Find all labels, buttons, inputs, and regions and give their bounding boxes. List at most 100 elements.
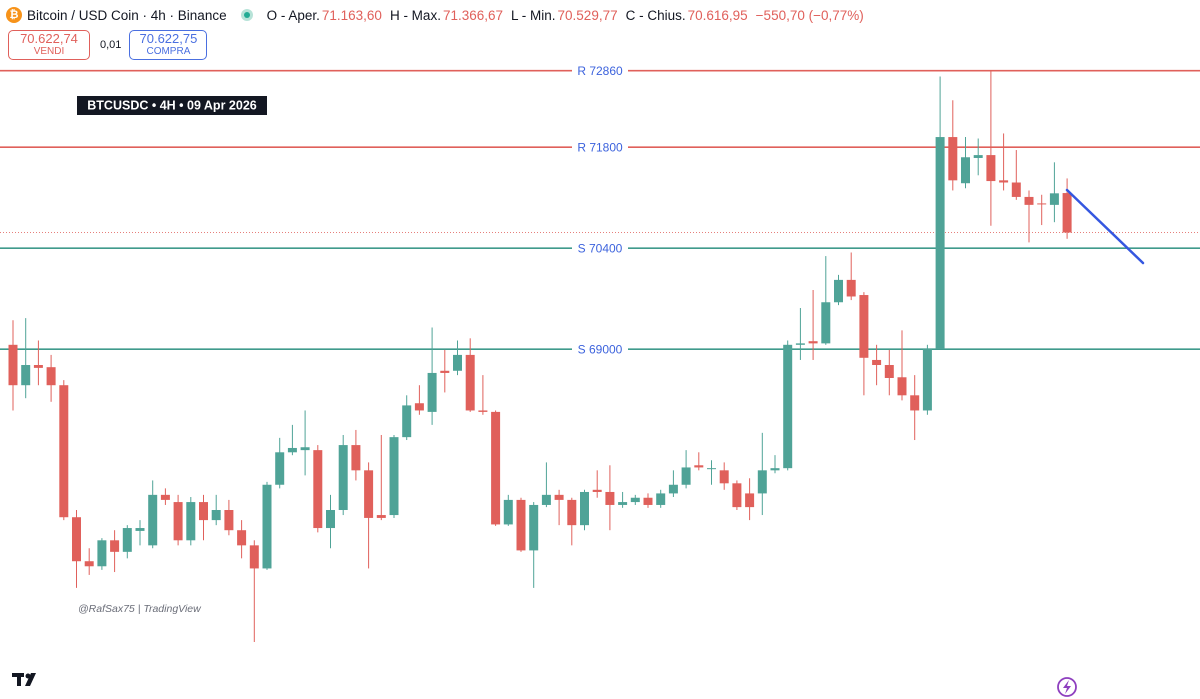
candle-body — [160, 494, 170, 500]
candle-body — [313, 450, 323, 529]
title-background — [77, 96, 267, 115]
trade-panel: 70.622,74 VENDI 0,01 70.622,75 COMPRA — [8, 30, 208, 60]
candle-body — [249, 545, 259, 569]
candle-body — [173, 502, 183, 541]
candle-body — [224, 510, 234, 531]
candle-body — [884, 365, 894, 378]
candle-body — [935, 137, 945, 350]
candle-body — [491, 411, 501, 525]
candle-body — [859, 295, 869, 358]
chart-title: BTCUSDC • 4H • 09 Apr 2026 — [87, 98, 257, 112]
candle-body — [795, 343, 805, 345]
candle-body — [834, 279, 843, 303]
sell-price: 70.622,74 — [20, 31, 78, 46]
status-dot — [240, 9, 253, 21]
candle-body — [211, 510, 221, 521]
ohlc-value: 71.366,67 — [442, 7, 504, 23]
quantity: 0,01 — [100, 39, 122, 51]
candle-body — [300, 447, 310, 451]
candles — [8, 69, 1072, 643]
candle-body — [338, 445, 348, 511]
candle-body — [694, 465, 704, 468]
buy-button[interactable]: 70.622,75 COMPRA — [129, 30, 208, 60]
candle-body — [554, 494, 564, 500]
candle-body — [1037, 203, 1047, 205]
candle-body — [72, 517, 81, 562]
candle-body — [46, 367, 56, 386]
candle-body — [897, 377, 907, 396]
ohlc-value: 70.616,95 — [687, 7, 748, 23]
candle-body — [1062, 193, 1072, 233]
buy-price: 70.622,75 — [139, 31, 198, 46]
candle-body — [681, 467, 691, 485]
candle-body — [59, 385, 69, 518]
candle-body — [745, 493, 755, 508]
candle-body — [567, 499, 577, 526]
candle-body — [707, 468, 716, 470]
change: −550,70 (−0,77%) — [755, 7, 864, 23]
candle-body — [630, 497, 640, 503]
candle-body — [541, 494, 551, 505]
candle-body — [770, 468, 780, 471]
candle-body — [326, 510, 335, 529]
candle-body — [376, 515, 386, 518]
candle-body — [821, 302, 831, 344]
candle-body — [97, 540, 107, 567]
candle-body — [580, 491, 589, 526]
candle-body — [364, 470, 374, 518]
ohlc-label: C - Chius. — [625, 7, 686, 23]
candle-body — [1049, 193, 1059, 205]
candle-body — [973, 155, 983, 158]
candle-body — [287, 447, 297, 453]
tv-logo — [12, 673, 36, 686]
candle-body — [961, 157, 970, 184]
candle-body — [440, 370, 450, 373]
coin-icon: ₿ — [6, 7, 22, 23]
candle-body — [605, 491, 615, 505]
candle-body — [465, 354, 475, 411]
candle-body — [275, 452, 285, 485]
candle-body — [414, 403, 424, 411]
ohlc-label: O - Aper. — [266, 7, 320, 23]
candle-body — [846, 279, 856, 297]
level-labels: R 72860 R 71800 S 70400 S 69000 — [572, 62, 628, 358]
level-label-background — [572, 341, 628, 358]
candle-body — [872, 359, 882, 366]
candle-body — [389, 437, 399, 516]
flash-icon[interactable] — [1057, 677, 1077, 697]
candle-body — [262, 484, 272, 569]
candle-body — [808, 341, 818, 344]
ohlc-value: 71.163,60 — [321, 7, 382, 23]
candle-body — [783, 344, 793, 469]
candle-body — [986, 155, 996, 182]
watermark: @RafSax75 | TradingView — [78, 603, 202, 615]
sell-button[interactable]: 70.622,74 VENDI — [8, 30, 90, 60]
candle-body — [719, 470, 729, 484]
symbol: Bitcoin / USD Coin · 4h · Binance — [27, 7, 227, 23]
candle-body — [910, 395, 920, 411]
level-label-background — [572, 240, 628, 257]
candle-body — [757, 470, 767, 494]
sell-label: VENDI — [33, 46, 65, 57]
candle-body — [110, 540, 120, 552]
candle-body — [668, 484, 678, 494]
ohlc-value: 70.529,77 — [557, 7, 618, 23]
candle-body — [618, 502, 628, 505]
candle-body — [427, 372, 437, 412]
candle-body — [503, 499, 513, 525]
candle-body — [186, 502, 196, 541]
candle-body — [135, 528, 145, 531]
candle-body — [402, 405, 412, 438]
level-label: S 70400 — [578, 241, 623, 255]
level-label: R 71800 — [577, 140, 623, 154]
candle-body — [84, 561, 94, 567]
level-label: S 69000 — [578, 342, 623, 356]
header: ₿ Bitcoin / USD Coin · 4h · Binance O - … — [6, 5, 864, 25]
candle-body — [999, 180, 1009, 183]
buy-label: COMPRA — [146, 46, 191, 57]
level-label: R 72860 — [577, 64, 623, 78]
candle-body — [516, 499, 526, 551]
candle-body — [1011, 182, 1021, 197]
